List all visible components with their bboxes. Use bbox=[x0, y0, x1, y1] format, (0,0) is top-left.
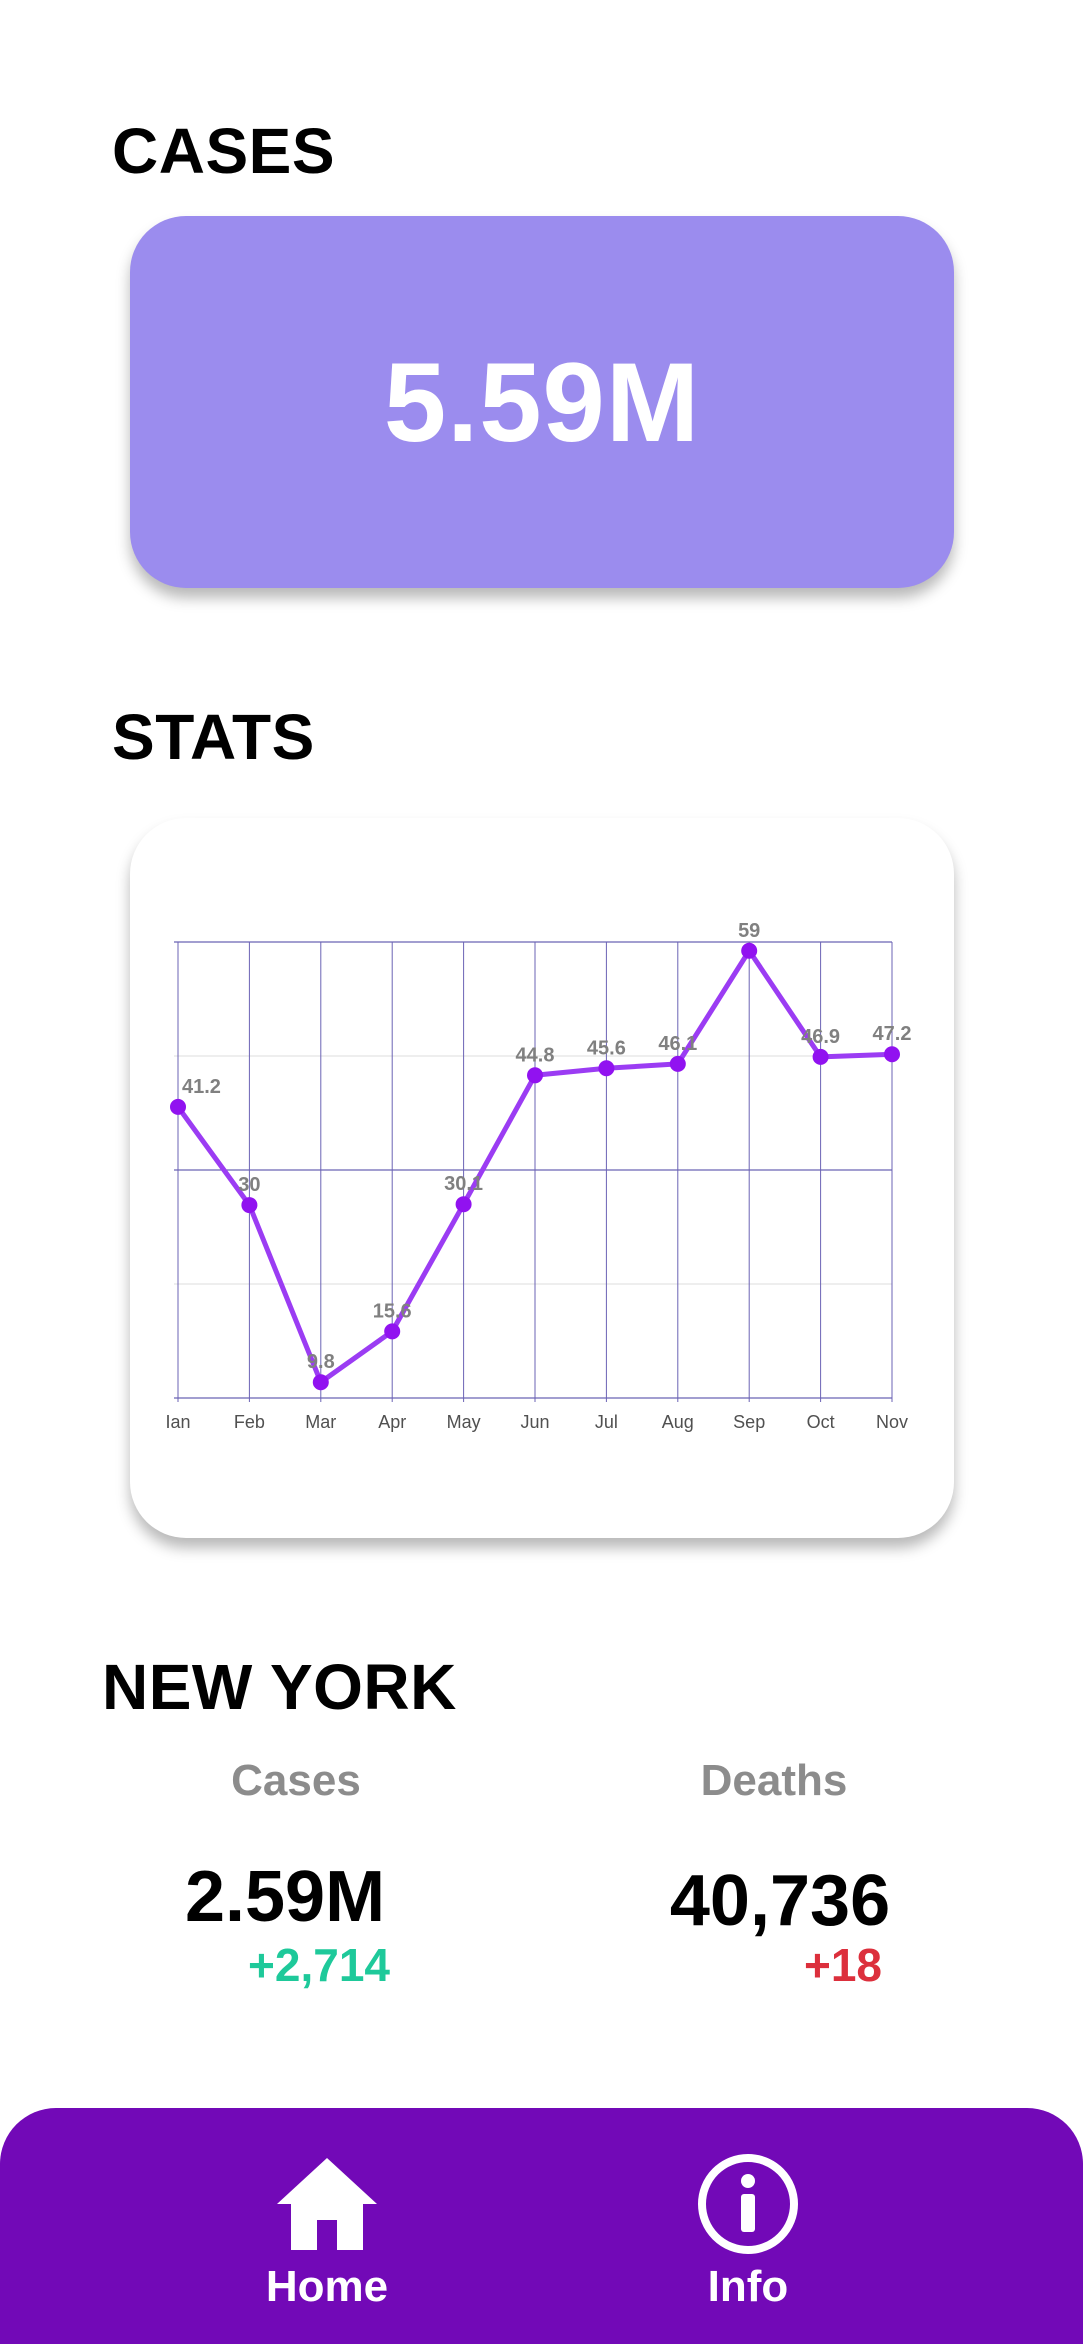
chart-data-point bbox=[455, 1196, 472, 1213]
chart-data-label: 9.8 bbox=[307, 1351, 335, 1373]
chart-data-point bbox=[741, 942, 758, 959]
chart-data-point bbox=[884, 1046, 900, 1063]
chart-data-label: 47.2 bbox=[873, 1023, 912, 1045]
chart-x-tick-label: Mar bbox=[305, 1412, 336, 1432]
chart-x-tick-label: Oct bbox=[807, 1412, 835, 1432]
ny-deaths-value: 40,736 bbox=[669, 1861, 891, 1941]
stats-chart-card: 41.2 30 9.8 15.6 30.1 44.8 45.6 46.1 59 46.9 47.2 I… bbox=[130, 818, 954, 1538]
nav-info-label: Info bbox=[707, 2262, 789, 2311]
chart-data-label: 30 bbox=[238, 1174, 260, 1196]
chart-data-point bbox=[598, 1060, 615, 1077]
chart-x-tick-label: Jul bbox=[595, 1412, 618, 1432]
chart-x-tick-label: May bbox=[447, 1412, 481, 1432]
nav-home-button[interactable]: Home bbox=[207, 2108, 447, 2344]
chart-data-label: 15.6 bbox=[373, 1300, 412, 1322]
chart-data-label: 45.6 bbox=[587, 1037, 626, 1059]
ny-cases-value: 2.59M bbox=[184, 1857, 386, 1937]
chart-data-label: 46.1 bbox=[658, 1033, 697, 1055]
chart-data-label: 46.9 bbox=[801, 1026, 840, 1048]
chart-data-point bbox=[241, 1197, 258, 1214]
chart-data-point bbox=[312, 1374, 329, 1391]
chart-x-tick-label: Nov bbox=[876, 1412, 908, 1432]
stats-line-chart: 41.2 30 9.8 15.6 30.1 44.8 45.6 46.1 59 46.9 47.2 I… bbox=[165, 920, 911, 1432]
nav-home-label: Home bbox=[265, 2262, 389, 2311]
chart-data-label: 44.8 bbox=[516, 1044, 555, 1066]
chart-data-label: 41.2 bbox=[182, 1076, 221, 1098]
ny-cases-label: Cases bbox=[231, 1756, 361, 1805]
chart-data-point bbox=[170, 1098, 186, 1115]
ny-deaths-label: Deaths bbox=[700, 1756, 848, 1805]
info-icon bbox=[698, 2154, 798, 2254]
chart-grid bbox=[174, 941, 893, 1402]
chart-x-tick-label: Feb bbox=[234, 1412, 265, 1432]
ny-deaths-delta: +18 bbox=[803, 1939, 882, 1991]
bottom-navigation-bar: Home Info bbox=[0, 2108, 1083, 2344]
home-icon bbox=[277, 2158, 377, 2250]
chart-x-tick-label: Jun bbox=[520, 1412, 549, 1432]
chart-x-tick-label: Ian bbox=[165, 1412, 190, 1432]
chart-x-tick-label: Sep bbox=[733, 1412, 765, 1432]
cases-section-title: CASES bbox=[112, 115, 335, 187]
total-cases-card: 5.59M bbox=[130, 216, 954, 588]
chart-data-point bbox=[669, 1055, 686, 1072]
chart-x-tick-label: Apr bbox=[378, 1412, 406, 1432]
chart-data-label: 30.1 bbox=[444, 1173, 483, 1195]
chart-data-point bbox=[812, 1048, 829, 1065]
stats-section-title: STATS bbox=[112, 701, 315, 773]
chart-data-label: 59 bbox=[738, 920, 760, 942]
total-cases-value: 5.59M bbox=[383, 339, 701, 465]
chart-series bbox=[170, 942, 900, 1391]
chart-labels: 41.2 30 9.8 15.6 30.1 44.8 45.6 46.1 59 46.9 47.2 I… bbox=[165, 920, 911, 1432]
new-york-section-title: NEW YORK bbox=[102, 1651, 457, 1723]
chart-data-point bbox=[384, 1323, 401, 1340]
ny-cases-delta: +2,714 bbox=[248, 1939, 390, 1991]
nav-info-button[interactable]: Info bbox=[628, 2108, 868, 2344]
chart-x-tick-label: Aug bbox=[662, 1412, 694, 1432]
chart-data-point bbox=[527, 1067, 543, 1084]
